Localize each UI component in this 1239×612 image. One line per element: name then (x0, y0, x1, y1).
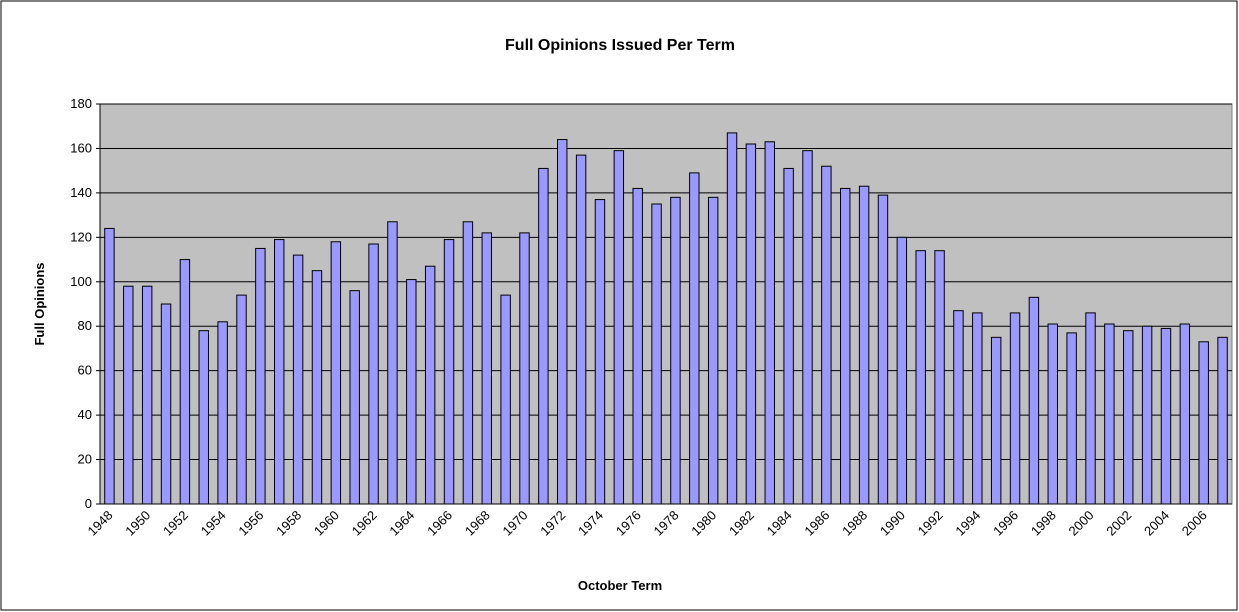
bar (896, 236, 908, 505)
x-axis-title: October Term (578, 578, 662, 593)
bar (217, 321, 228, 505)
bar (519, 232, 530, 505)
bar (764, 141, 775, 505)
bar (613, 150, 625, 505)
bar (594, 199, 606, 505)
bar (500, 294, 511, 505)
bar (1009, 312, 1021, 505)
y-tick-label: 0 (85, 496, 92, 511)
bar (689, 172, 700, 505)
bar (934, 250, 945, 505)
bar (368, 243, 379, 505)
bar (179, 259, 191, 505)
bar (1123, 330, 1134, 505)
bar (632, 187, 643, 505)
y-tick-label: 120 (70, 229, 92, 244)
bar (330, 241, 342, 505)
bar (1066, 332, 1077, 505)
bar (877, 194, 889, 505)
bar (538, 167, 549, 505)
bar (123, 285, 134, 505)
bar (840, 187, 851, 505)
bar (198, 330, 209, 505)
bar (1217, 336, 1228, 505)
y-tick-label: 180 (70, 96, 92, 111)
bar (292, 254, 304, 505)
y-tick-label: 160 (70, 140, 92, 155)
bar (783, 167, 794, 505)
bar (745, 143, 757, 505)
bar (726, 132, 738, 505)
bar (1141, 325, 1153, 505)
y-tick-label: 60 (78, 363, 92, 378)
bar (160, 303, 172, 505)
bar (858, 185, 870, 505)
bar (462, 221, 474, 505)
bar (424, 265, 436, 505)
y-tick-label: 100 (70, 274, 92, 289)
bar (651, 203, 662, 505)
bar (990, 336, 1002, 505)
bar (311, 270, 323, 505)
bar (1047, 323, 1058, 505)
bar (349, 290, 360, 505)
bar (707, 196, 719, 505)
bar (575, 154, 587, 505)
plot-area (99, 103, 1233, 505)
bar (953, 310, 964, 505)
y-tick-label: 80 (78, 318, 92, 333)
bar (915, 250, 926, 505)
bar (1085, 312, 1096, 505)
bar (1198, 341, 1209, 505)
bar (274, 239, 285, 505)
chart-title: Full Opinions Issued Per Term (505, 37, 735, 54)
bar (481, 232, 492, 505)
bar (1160, 327, 1172, 505)
bar (387, 221, 398, 505)
y-tick-label: 20 (78, 452, 92, 467)
bar (443, 239, 455, 505)
y-axis-title: Full Opinions (32, 262, 47, 345)
bar (1028, 296, 1040, 505)
bar (255, 247, 266, 505)
bar (557, 139, 568, 505)
bar (104, 227, 115, 505)
bar (670, 196, 681, 505)
bar (1179, 323, 1191, 505)
bar (972, 312, 983, 505)
bar (141, 285, 153, 505)
y-tick-label: 40 (78, 407, 92, 422)
y-tick-label: 140 (70, 185, 92, 200)
bar (1104, 323, 1115, 505)
bar (406, 279, 417, 505)
bar (236, 294, 247, 505)
bar (802, 150, 813, 505)
bar (821, 165, 832, 505)
